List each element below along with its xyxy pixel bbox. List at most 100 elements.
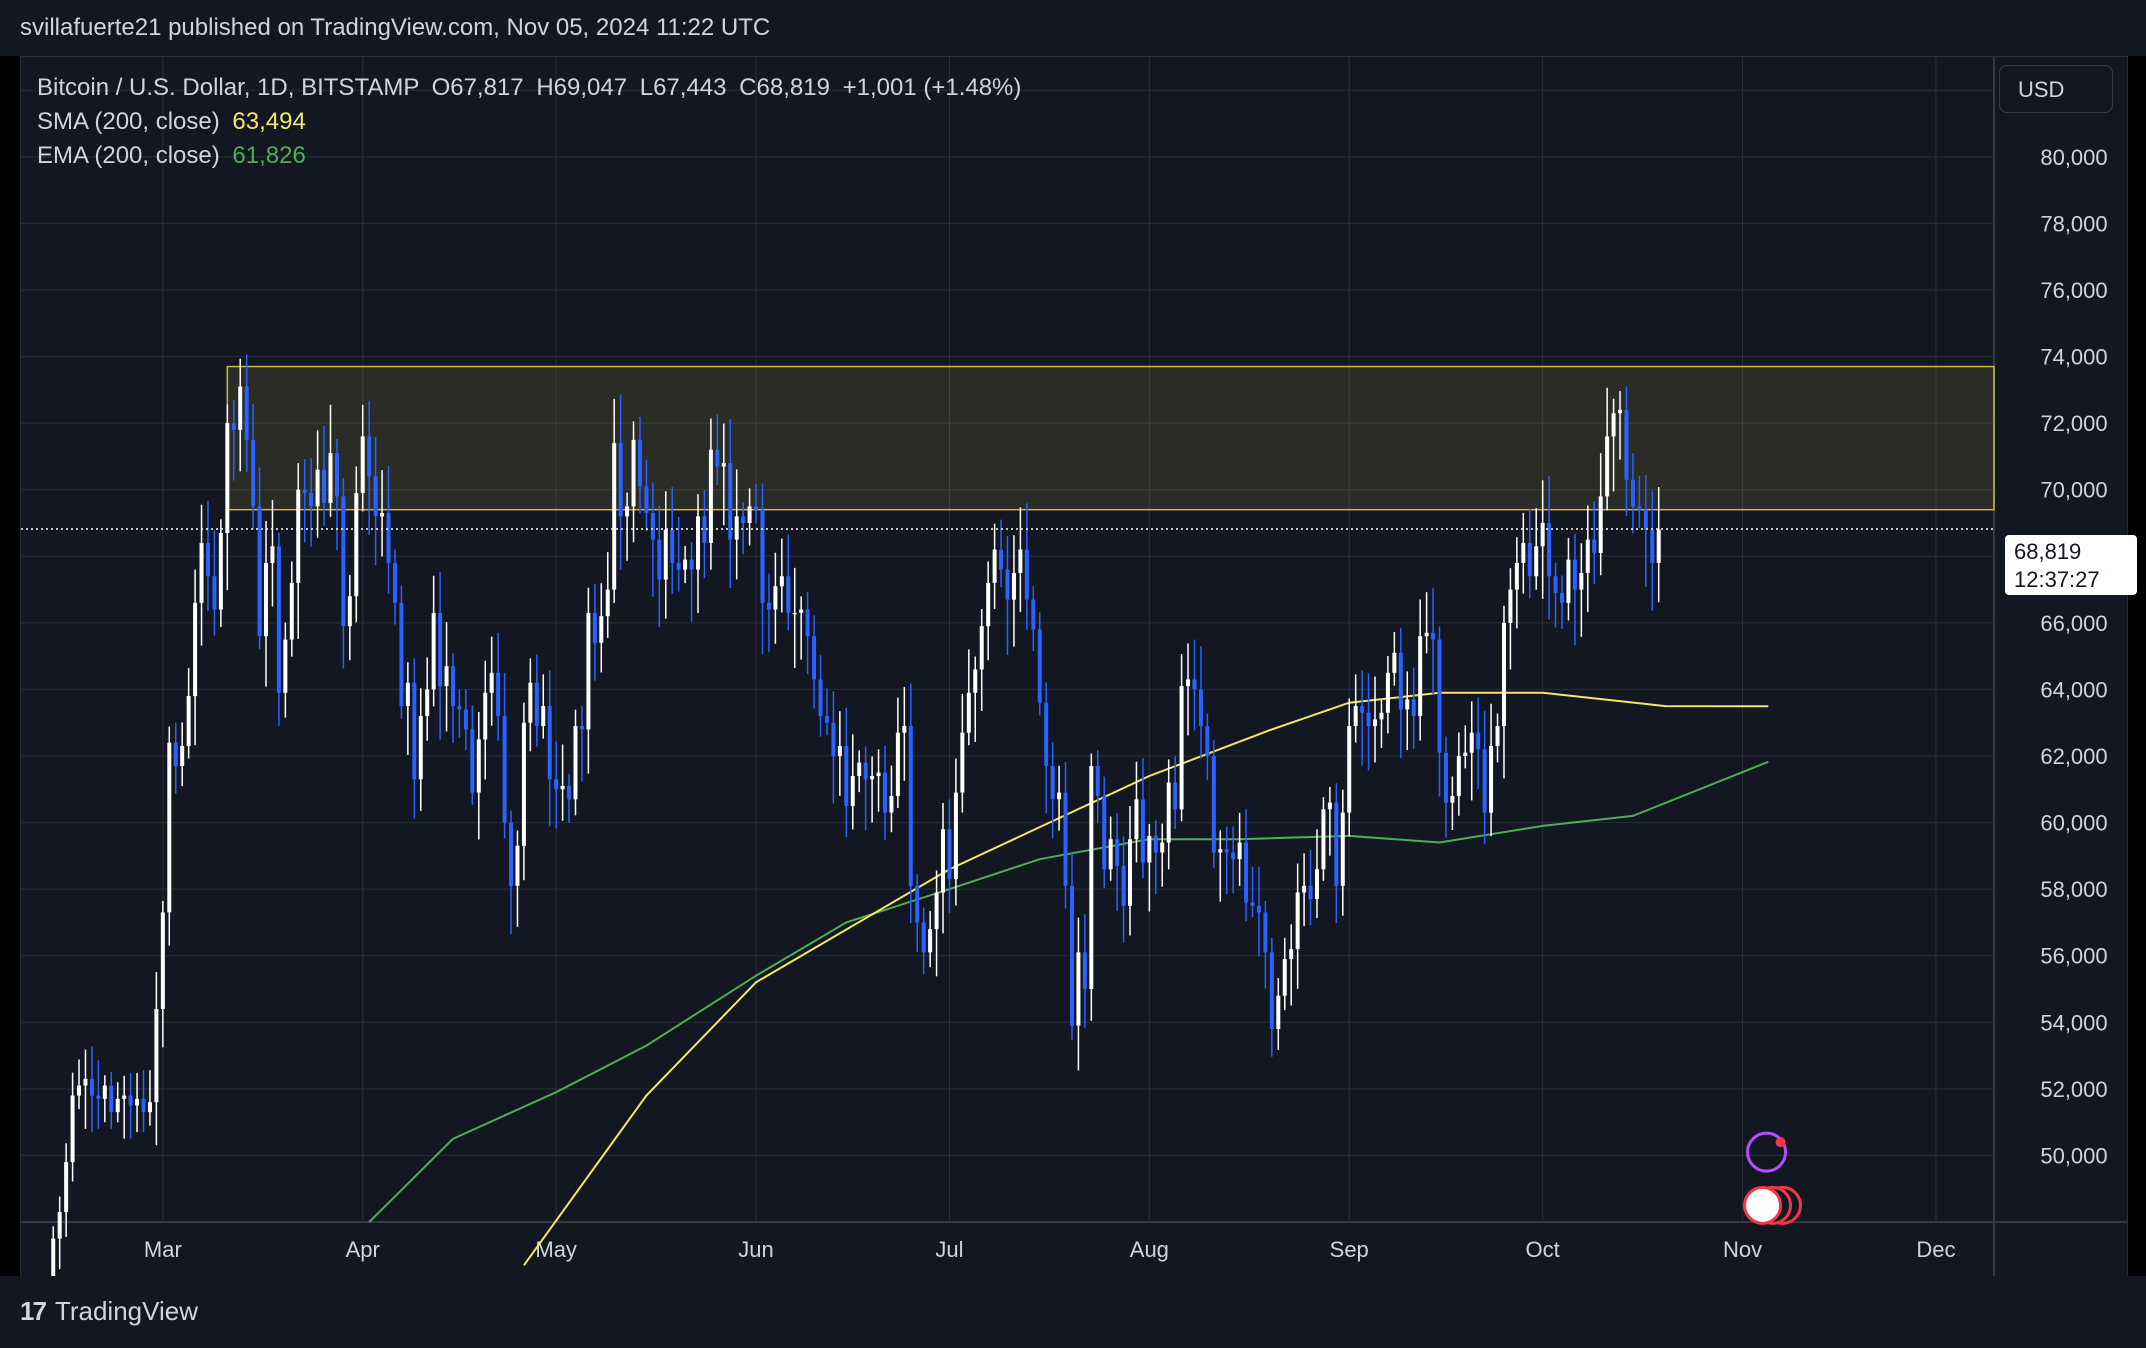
x-tick-label: Aug <box>1130 1237 1169 1262</box>
legend-low: L67,443 <box>639 74 727 101</box>
y-tick-label: 52,000 <box>2040 1077 2107 1102</box>
candle-body <box>760 509 765 603</box>
candle-body <box>1115 839 1120 866</box>
candle-body <box>1218 849 1223 853</box>
footer-logo[interactable]: 17 TradingView <box>20 1296 198 1327</box>
candle-body <box>1643 509 1648 530</box>
last-price-value: 68,819 <box>2014 539 2082 564</box>
candle-body <box>1295 892 1300 950</box>
candle-body <box>1489 746 1494 813</box>
candle-body <box>1521 542 1526 563</box>
candle-body <box>1321 809 1326 870</box>
candle-body <box>708 449 713 543</box>
candle-body <box>334 453 339 497</box>
bar-countdown: 12:37:27 <box>2014 567 2100 592</box>
candle-body <box>212 576 217 610</box>
candle-body <box>147 1102 152 1113</box>
candle-body <box>1637 506 1642 510</box>
candle-body <box>1398 652 1403 710</box>
candle-body <box>173 742 178 766</box>
candle-body <box>115 1098 120 1113</box>
candle-body <box>238 386 243 430</box>
candle-body <box>618 443 623 517</box>
candle-body <box>380 513 385 517</box>
candle-body <box>689 559 694 570</box>
candle-body <box>547 706 552 780</box>
candle-body <box>741 516 746 523</box>
candle-body <box>799 609 804 613</box>
candle-body <box>1630 479 1635 507</box>
candle-body <box>251 439 256 507</box>
earnings-event-icon <box>1746 1131 1788 1173</box>
candle-body <box>276 546 281 693</box>
candle-body <box>1069 885 1074 1026</box>
candle-body <box>463 709 468 730</box>
candle-body <box>560 785 565 790</box>
candle-body <box>141 1098 146 1113</box>
candle-body <box>1121 865 1126 906</box>
sma-200-line <box>523 691 1769 1266</box>
candle-body <box>1650 529 1655 563</box>
y-tick-label: 78,000 <box>2040 211 2107 236</box>
candle-body <box>1231 852 1236 860</box>
candle-body <box>1063 792 1068 886</box>
candle-body <box>1443 752 1448 803</box>
candle-body <box>889 795 894 813</box>
candle-body <box>1089 765 1094 989</box>
candle-body <box>805 609 810 637</box>
y-tick-label: 58,000 <box>2040 877 2107 902</box>
legend-ema-value: 61,826 <box>232 142 306 169</box>
candle-body <box>89 1078 94 1096</box>
candle-body <box>625 506 630 517</box>
tradingview-logo-icon: 17 <box>20 1296 47 1326</box>
candle-body <box>457 706 462 710</box>
candle-body <box>470 729 475 793</box>
candle-body <box>921 922 926 953</box>
candle-body <box>1411 699 1416 717</box>
candle-body <box>405 682 410 707</box>
ema-200-line <box>368 760 1769 1223</box>
candle-body <box>786 576 791 613</box>
candle-body <box>670 529 675 563</box>
candle-body <box>1553 576 1558 593</box>
candle-body <box>1327 802 1332 810</box>
legend-ema-row[interactable]: EMA (200, close) 61,826 <box>37 139 1021 173</box>
candle-body <box>1592 539 1597 553</box>
candle-body <box>1392 652 1397 673</box>
candle-body <box>1527 542 1532 577</box>
candle-body <box>57 1212 62 1239</box>
candle-body <box>109 1085 114 1113</box>
candle-body <box>1140 799 1145 863</box>
candle-body <box>612 443 617 590</box>
candle-body <box>1050 765 1055 800</box>
candle-body <box>1269 952 1274 1029</box>
candle-body <box>992 549 997 583</box>
candle-body <box>315 469 320 507</box>
published-text: svillafuerte21 published on TradingView.… <box>20 14 771 41</box>
candle-body <box>186 696 191 747</box>
x-tick-label: Apr <box>346 1237 380 1262</box>
price-chart[interactable]: 50,000 52,000 54,000 56,000 58,000 60,000 62,0… <box>21 57 2127 1277</box>
chart-panel[interactable]: 50,000 52,000 54,000 56,000 58,000 60,000 62,0… <box>20 56 2137 1278</box>
legend-sma-row[interactable]: SMA (200, close) 63,494 <box>37 105 1021 139</box>
candle-body <box>1095 765 1100 796</box>
candle-body <box>766 602 771 610</box>
candle-body <box>947 829 952 880</box>
currency-button[interactable]: USD <box>1999 65 2113 113</box>
candle-body <box>360 436 365 494</box>
candle-body <box>1018 549 1023 573</box>
candle-body <box>882 772 887 813</box>
candle-body <box>1186 679 1191 687</box>
candle-body <box>1044 702 1049 766</box>
x-tick-label: Mar <box>144 1237 182 1262</box>
candle-body <box>1540 523 1545 547</box>
candle-body <box>418 716 423 780</box>
candle-body <box>1508 589 1513 623</box>
candle-body <box>1450 795 1455 803</box>
candle-body <box>199 542 204 603</box>
candle-body <box>509 822 514 886</box>
candle-body <box>283 639 288 693</box>
candle-body <box>502 716 507 823</box>
candle-body <box>180 746 185 766</box>
candle-body <box>696 516 701 570</box>
